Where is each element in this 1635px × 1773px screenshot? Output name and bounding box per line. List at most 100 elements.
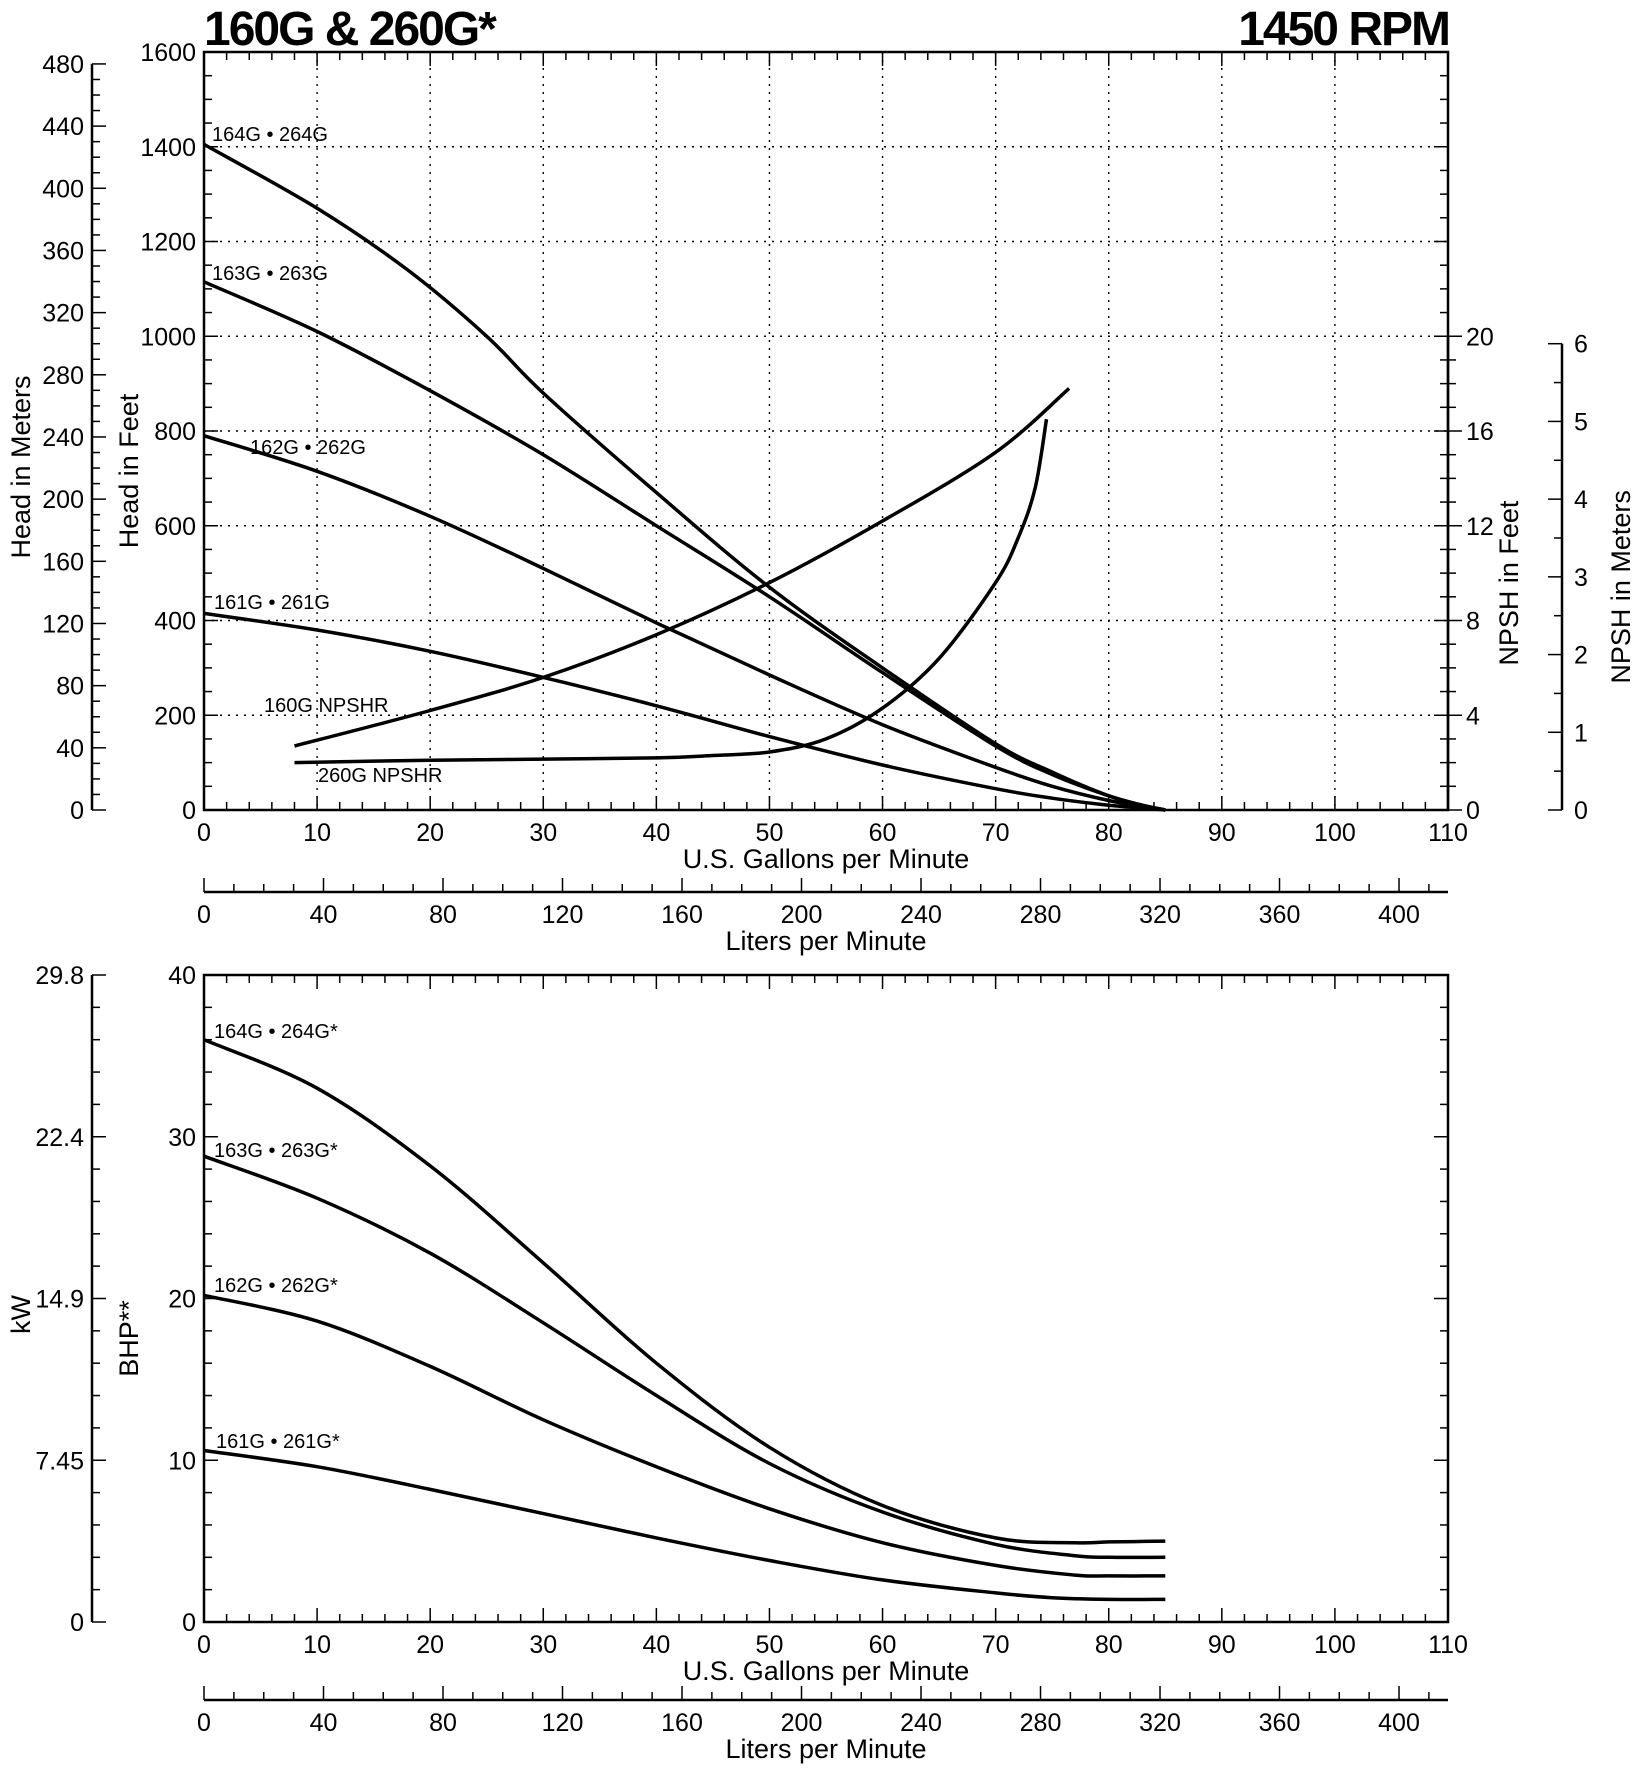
x-tick-label: 70 [982, 819, 1010, 847]
npshr-curve-2 [294, 418, 1049, 765]
head-curve-label: 161G • 261G [214, 592, 330, 614]
npsh-meters-tick-label: 6 [1574, 331, 1588, 359]
kw-tick-label: 22.4 [35, 1124, 84, 1152]
liters-tick-label: 280 [1020, 1709, 1062, 1737]
head-curve-2 [203, 280, 1166, 812]
bhp-curve-label: 163G • 263G* [214, 1140, 338, 1162]
bhp-curve-label: 162G • 262G* [214, 1275, 338, 1297]
x-tick-label: 30 [529, 1631, 557, 1659]
npsh-feet-axis-title: NPSH in Feet [1494, 500, 1524, 666]
x-tick-label: 110 [1428, 1631, 1468, 1659]
bhp-curve-label: 164G • 264G* [214, 1021, 338, 1043]
liters-tick-label: 200 [781, 901, 823, 929]
bhp-tick-label: 20 [168, 1286, 196, 1314]
kw-axis-title: kW [6, 1294, 36, 1334]
kw-tick-label: 14.9 [35, 1286, 84, 1314]
meters-tick-label: 400 [42, 175, 84, 203]
npshr-curve-label: 260G NPSHR [318, 765, 443, 787]
x-tick-label: 40 [642, 819, 670, 847]
bhp-curve-label: 161G • 261G* [216, 1431, 340, 1453]
npshr-curve-label: 160G NPSHR [264, 695, 389, 717]
kw-tick-label: 29.8 [35, 962, 84, 990]
liters-tick-label: 360 [1259, 901, 1301, 929]
x-tick-label: 80 [1095, 1631, 1123, 1659]
meters-tick-label: 360 [42, 237, 84, 265]
x-tick-label: 90 [1208, 819, 1236, 847]
liters-tick-label: 320 [1139, 1709, 1181, 1737]
meters-tick-label: 80 [56, 673, 84, 701]
x-tick-label: 70 [982, 1631, 1010, 1659]
liters-tick-label: 40 [310, 901, 338, 929]
liters-tick-label: 400 [1378, 901, 1420, 929]
liters-tick-label: 80 [429, 901, 457, 929]
y-tick-label: 1600 [140, 39, 196, 67]
y-axis-title: Head in Feet [114, 393, 144, 548]
y-tick-label: 600 [154, 513, 196, 541]
liters-tick-label: 0 [197, 901, 211, 929]
x-tick-label: 50 [756, 819, 784, 847]
npsh-meters-tick-label: 0 [1574, 797, 1588, 825]
meters-tick-label: 440 [42, 113, 84, 141]
npsh-feet-tick-label: 16 [1466, 418, 1494, 446]
x-tick-label: 80 [1095, 819, 1123, 847]
x-tick-label: 50 [756, 1631, 784, 1659]
liters-tick-label: 40 [310, 1709, 338, 1737]
npsh-meters-tick-label: 4 [1574, 486, 1588, 514]
y-tick-label: 800 [154, 418, 196, 446]
liters-tick-label: 0 [197, 1709, 211, 1737]
npshr-curve-1 [294, 387, 1071, 748]
npsh-meters-tick-label: 3 [1574, 564, 1588, 592]
y-tick-label: 200 [154, 702, 196, 730]
x-tick-label: 0 [197, 1631, 211, 1659]
meters-tick-label: 120 [42, 610, 84, 638]
bhp-curve-2 [203, 1154, 1166, 1560]
bhp-tick-label: 0 [182, 1609, 196, 1637]
rpm-label: 1450 RPM [1238, 3, 1451, 56]
npsh-feet-tick-label: 12 [1466, 513, 1494, 541]
x-tick-label: 30 [529, 819, 557, 847]
x-tick-label: 20 [416, 1631, 444, 1659]
kw-tick-label: 0 [70, 1609, 84, 1637]
x-tick-label: 60 [869, 1631, 897, 1659]
liters-axis-title: Liters per Minute [725, 926, 926, 956]
bhp-axis-title: BHP** [114, 1300, 144, 1377]
meters-tick-label: 280 [42, 362, 84, 390]
npsh-meters-tick-label: 1 [1574, 719, 1588, 747]
head-curve-3 [203, 434, 1166, 812]
y-tick-label: 0 [182, 797, 196, 825]
x-tick-label: 110 [1428, 819, 1468, 847]
liters-tick-label: 120 [542, 901, 584, 929]
npsh-feet-tick-label: 20 [1466, 323, 1494, 351]
liters-tick-label: 200 [781, 1709, 823, 1737]
plot-frame-bottom [202, 973, 1450, 1624]
head-curve-label: 162G • 262G [250, 437, 366, 459]
x-axis-title: U.S. Gallons per Minute [683, 844, 970, 874]
npsh-meters-axis-title: NPSH in Meters [1606, 490, 1635, 684]
x-axis-title: U.S. Gallons per Minute [683, 1656, 970, 1686]
bhp-curve-1 [203, 1038, 1166, 1545]
liters-tick-label: 360 [1259, 1709, 1301, 1737]
bhp-tick-label: 30 [168, 1124, 196, 1152]
npsh-feet-tick-label: 0 [1466, 797, 1480, 825]
meters-tick-label: 480 [42, 51, 84, 79]
kw-tick-label: 7.45 [35, 1447, 84, 1475]
bhp-tick-label: 10 [168, 1447, 196, 1475]
liters-tick-label: 160 [661, 901, 703, 929]
npsh-meters-tick-label: 2 [1574, 642, 1588, 670]
meters-tick-label: 160 [42, 548, 84, 576]
liters-tick-label: 120 [542, 1709, 584, 1737]
bhp-curve-3 [203, 1293, 1166, 1578]
x-tick-label: 40 [642, 1631, 670, 1659]
bhp-tick-label: 40 [168, 962, 196, 990]
y-tick-label: 1000 [140, 323, 196, 351]
liters-tick-label: 320 [1139, 901, 1181, 929]
meters-tick-label: 40 [56, 735, 84, 763]
meters-tick-label: 320 [42, 300, 84, 328]
meters-tick-label: 0 [70, 797, 84, 825]
liters-tick-label: 240 [900, 901, 942, 929]
bhp-curve-4 [203, 1448, 1166, 1602]
x-tick-label: 60 [869, 819, 897, 847]
x-tick-label: 10 [303, 819, 331, 847]
npsh-meters-tick-label: 5 [1574, 408, 1588, 436]
y-tick-label: 1400 [140, 134, 196, 162]
